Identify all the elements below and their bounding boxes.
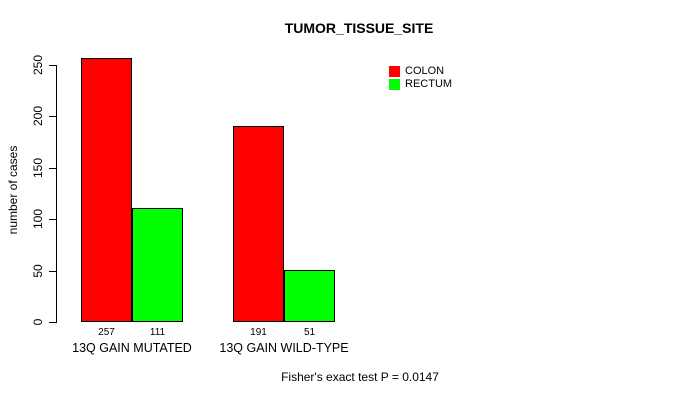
legend-item-colon: COLON xyxy=(389,66,452,77)
bar-colon-0 xyxy=(81,58,132,322)
y-tick-mark xyxy=(49,65,56,66)
statistical-test-note: Fisher's exact test P = 0.0147 xyxy=(281,370,439,384)
bar-value-label: 257 xyxy=(98,327,115,338)
y-tick-mark xyxy=(49,322,56,323)
legend-swatch-icon xyxy=(389,79,400,90)
legend-label: COLON xyxy=(405,65,445,77)
legend-swatch-icon xyxy=(389,66,400,77)
y-tick-label: 0 xyxy=(31,318,45,326)
legend: COLON RECTUM xyxy=(389,66,452,90)
y-tick-label: 200 xyxy=(31,105,45,127)
bar-value-label: 191 xyxy=(250,327,267,338)
bar-value-label: 51 xyxy=(303,327,316,338)
y-tick-mark xyxy=(49,116,56,117)
bar-colon-1 xyxy=(233,126,284,322)
category-label: 13Q GAIN MUTATED xyxy=(72,341,192,355)
y-tick-mark xyxy=(49,219,56,220)
legend-item-rectum: RECTUM xyxy=(389,79,452,90)
y-axis-title: number of cases xyxy=(6,145,20,235)
y-tick-mark xyxy=(49,271,56,272)
bar-rectum-0 xyxy=(132,208,183,322)
y-tick-mark xyxy=(49,168,56,169)
bar-value-label: 111 xyxy=(149,327,166,338)
y-tick-label: 50 xyxy=(31,264,45,278)
y-tick-label: 100 xyxy=(31,208,45,230)
y-tick-label: 150 xyxy=(31,157,45,179)
legend-label: RECTUM xyxy=(405,78,453,90)
y-tick-label: 250 xyxy=(31,54,45,76)
category-label: 13Q GAIN WILD-TYPE xyxy=(219,341,349,355)
chart-title: TUMOR_TISSUE_SITE xyxy=(284,20,434,36)
y-axis-line xyxy=(56,65,57,323)
bar-rectum-1 xyxy=(284,270,335,322)
